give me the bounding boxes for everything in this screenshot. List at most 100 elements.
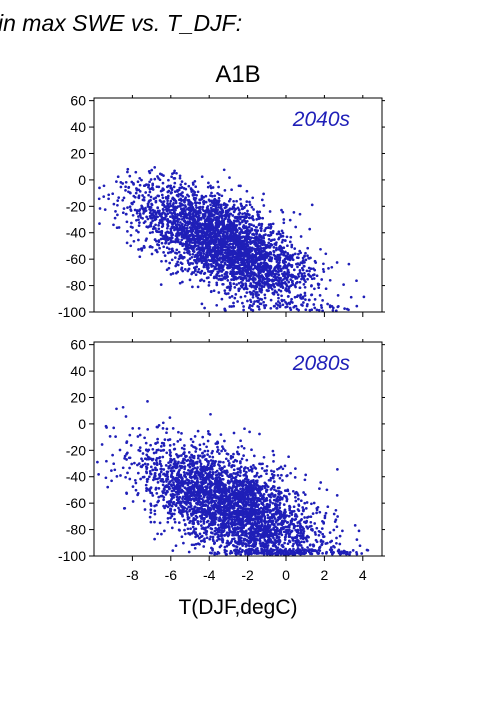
scatter-point bbox=[193, 238, 197, 241]
scatter-point bbox=[338, 534, 342, 538]
scatter-point bbox=[304, 308, 308, 312]
scatter-point bbox=[137, 196, 140, 199]
scatter-point bbox=[180, 180, 184, 183]
scatter-point bbox=[312, 273, 316, 276]
scatter-point bbox=[246, 263, 249, 266]
scatter-point bbox=[186, 259, 190, 262]
scatter-point bbox=[248, 304, 252, 307]
scatter-point bbox=[263, 249, 266, 252]
scatter-point bbox=[268, 246, 271, 249]
scatter-point bbox=[278, 258, 282, 262]
scatter-point bbox=[160, 259, 163, 263]
scatter-point bbox=[277, 532, 281, 536]
scatter-point bbox=[276, 300, 280, 303]
scatter-point bbox=[219, 207, 223, 210]
scatter-point bbox=[227, 249, 231, 253]
scatter-point bbox=[169, 191, 173, 195]
scatter-point bbox=[176, 229, 180, 233]
y-tick-label: -20 bbox=[66, 198, 86, 214]
scatter-point bbox=[279, 289, 283, 293]
scatter-point bbox=[164, 205, 168, 208]
scatter-point bbox=[198, 454, 202, 458]
scatter-point bbox=[144, 206, 147, 210]
scatter-point bbox=[229, 245, 232, 249]
scatter-point bbox=[262, 192, 265, 196]
scatter-point bbox=[112, 462, 116, 466]
scatter-point bbox=[272, 304, 276, 308]
scatter-point bbox=[135, 218, 138, 222]
scatter-point bbox=[170, 472, 174, 475]
scatter-point bbox=[294, 285, 297, 289]
scatter-point bbox=[168, 236, 172, 240]
scatter-point bbox=[231, 245, 235, 248]
scatter-point bbox=[147, 193, 150, 197]
scatter-point bbox=[276, 304, 280, 307]
scatter-point bbox=[219, 203, 223, 207]
scatter-point bbox=[252, 289, 256, 293]
scatter-point bbox=[234, 272, 238, 276]
scatter-point bbox=[163, 254, 167, 257]
scatter-point bbox=[258, 302, 262, 306]
scatter-point bbox=[202, 202, 206, 206]
scatter-point bbox=[324, 287, 328, 291]
scatter-point bbox=[189, 237, 193, 241]
scatter-point bbox=[181, 229, 185, 233]
scatter-point bbox=[153, 166, 157, 169]
scatter-point bbox=[143, 246, 146, 249]
scatter-point bbox=[243, 427, 246, 431]
scatter-point bbox=[222, 236, 225, 240]
scatter-point bbox=[251, 267, 255, 271]
scatter-point bbox=[264, 265, 268, 269]
scatter-point bbox=[124, 189, 127, 192]
scatter-point bbox=[212, 489, 216, 493]
scatter-point bbox=[228, 212, 232, 216]
scatter-point bbox=[202, 265, 206, 269]
scatter-point bbox=[275, 247, 278, 251]
scatter-point bbox=[297, 252, 300, 256]
scatter-point bbox=[127, 190, 130, 194]
scatter-point bbox=[309, 267, 313, 271]
scatter-point bbox=[219, 239, 223, 243]
scatter-point bbox=[227, 459, 230, 463]
scatter-point bbox=[117, 196, 121, 199]
scatter-point bbox=[232, 251, 236, 255]
scatter-point bbox=[270, 243, 274, 247]
scatter-point bbox=[225, 254, 229, 258]
scatter-point bbox=[304, 258, 308, 262]
scatter-point bbox=[317, 286, 321, 290]
scatter-point bbox=[256, 283, 260, 286]
scatter-point bbox=[195, 257, 199, 260]
scatter-point bbox=[115, 226, 119, 230]
scatter-point bbox=[218, 537, 221, 541]
scatter-point bbox=[216, 222, 219, 225]
scatter-point bbox=[338, 542, 342, 546]
scatter-point bbox=[250, 205, 254, 209]
scatter-point bbox=[313, 531, 317, 534]
scatter-point bbox=[202, 252, 206, 255]
scatter-point bbox=[224, 211, 228, 215]
scatter-point bbox=[283, 258, 286, 262]
scatter-point bbox=[246, 267, 250, 271]
scatter-point bbox=[183, 268, 187, 271]
scatter-point bbox=[179, 221, 182, 224]
scatter-point bbox=[217, 239, 221, 242]
scatter-point bbox=[196, 215, 199, 219]
scatter-point bbox=[208, 233, 211, 236]
scatter-point bbox=[267, 274, 270, 278]
scatter-point bbox=[225, 245, 229, 249]
scatter-point bbox=[137, 462, 141, 465]
scatter-point bbox=[126, 471, 129, 475]
scatter-point bbox=[257, 217, 261, 221]
scatter-point bbox=[220, 194, 224, 198]
scatter-point bbox=[183, 223, 187, 227]
scatter-point bbox=[191, 262, 195, 265]
scatter-point bbox=[288, 291, 291, 294]
scatter-point bbox=[212, 199, 215, 202]
scatter-point bbox=[209, 184, 212, 188]
scatter-point bbox=[132, 200, 136, 204]
scatter-point bbox=[215, 303, 219, 307]
scatter-point bbox=[201, 250, 205, 253]
scatter-point bbox=[267, 226, 270, 229]
scatter-point bbox=[177, 238, 180, 242]
scatter-point bbox=[172, 185, 176, 189]
